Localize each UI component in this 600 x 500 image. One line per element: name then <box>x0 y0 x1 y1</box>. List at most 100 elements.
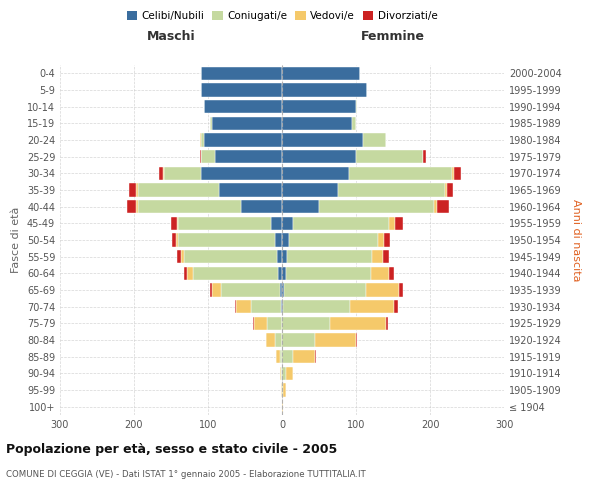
Bar <box>289 234 378 246</box>
Bar <box>337 184 445 196</box>
Bar <box>386 316 388 330</box>
Bar <box>251 300 281 314</box>
Bar <box>235 300 236 314</box>
Bar <box>164 166 200 180</box>
Bar <box>282 400 283 413</box>
Bar <box>280 284 282 296</box>
Bar <box>293 350 316 364</box>
Bar <box>282 316 330 330</box>
Bar <box>280 350 282 364</box>
Bar <box>282 284 284 296</box>
Bar <box>364 134 386 146</box>
Bar <box>187 266 193 280</box>
Bar <box>172 234 176 246</box>
Bar <box>278 266 282 280</box>
Bar <box>181 250 184 264</box>
Bar <box>200 166 282 180</box>
Bar <box>372 250 383 264</box>
Bar <box>127 200 136 213</box>
Bar <box>210 284 212 296</box>
Bar <box>282 134 364 146</box>
Bar <box>200 134 204 146</box>
Bar <box>275 234 282 246</box>
Bar <box>394 300 398 314</box>
Bar <box>330 316 386 330</box>
Bar <box>283 384 286 396</box>
Bar <box>282 350 293 364</box>
Bar <box>282 200 319 213</box>
Bar <box>282 250 287 264</box>
Bar <box>352 116 356 130</box>
Bar <box>282 366 286 380</box>
Bar <box>422 150 424 164</box>
Bar <box>282 150 356 164</box>
Bar <box>277 250 282 264</box>
Bar <box>267 316 282 330</box>
Bar <box>171 216 177 230</box>
Bar <box>293 216 389 230</box>
Bar <box>129 184 136 196</box>
Bar <box>389 266 394 280</box>
Bar <box>356 334 358 346</box>
Bar <box>178 216 271 230</box>
Bar <box>282 66 360 80</box>
Bar <box>280 366 281 380</box>
Bar <box>378 234 384 246</box>
Bar <box>236 300 251 314</box>
Bar <box>282 216 293 230</box>
Legend: Celibi/Nubili, Coniugati/e, Vedovi/e, Divorziati/e: Celibi/Nubili, Coniugati/e, Vedovi/e, Di… <box>124 8 440 24</box>
Bar <box>204 134 282 146</box>
Bar <box>177 250 181 264</box>
Bar <box>212 284 221 296</box>
Bar <box>204 100 282 114</box>
Bar <box>136 200 138 213</box>
Bar <box>271 216 282 230</box>
Bar <box>200 84 282 96</box>
Bar <box>399 284 403 296</box>
Bar <box>350 300 394 314</box>
Bar <box>241 200 282 213</box>
Bar <box>282 234 289 246</box>
Bar <box>212 116 282 130</box>
Text: Femmine: Femmine <box>361 30 425 43</box>
Bar <box>281 366 282 380</box>
Bar <box>282 84 367 96</box>
Bar <box>221 284 280 296</box>
Y-axis label: Anni di nascita: Anni di nascita <box>571 198 581 281</box>
Bar <box>276 350 280 364</box>
Bar <box>287 250 372 264</box>
Bar <box>319 200 434 213</box>
Bar <box>282 300 283 314</box>
Bar <box>452 166 454 180</box>
Bar <box>184 266 187 280</box>
Bar <box>138 184 219 196</box>
Text: Popolazione per età, sesso e stato civile - 2005: Popolazione per età, sesso e stato civil… <box>6 442 337 456</box>
Bar <box>210 116 212 130</box>
Bar <box>286 366 293 380</box>
Bar <box>371 266 389 280</box>
Y-axis label: Fasce di età: Fasce di età <box>11 207 21 273</box>
Bar <box>281 384 282 396</box>
Bar <box>200 150 215 164</box>
Bar <box>383 250 389 264</box>
Bar <box>454 166 461 180</box>
Bar <box>282 166 349 180</box>
Bar <box>176 234 178 246</box>
Bar <box>219 184 282 196</box>
Bar <box>286 266 371 280</box>
Bar <box>184 250 277 264</box>
Bar <box>424 150 425 164</box>
Bar <box>282 116 352 130</box>
Bar <box>356 100 358 114</box>
Bar <box>163 166 164 180</box>
Bar <box>254 316 267 330</box>
Bar <box>316 334 356 346</box>
Bar <box>283 300 350 314</box>
Bar <box>395 216 403 230</box>
Bar <box>200 66 282 80</box>
Bar <box>159 166 163 180</box>
Bar <box>437 200 449 213</box>
Bar <box>253 316 254 330</box>
Text: Maschi: Maschi <box>146 30 196 43</box>
Bar <box>266 334 275 346</box>
